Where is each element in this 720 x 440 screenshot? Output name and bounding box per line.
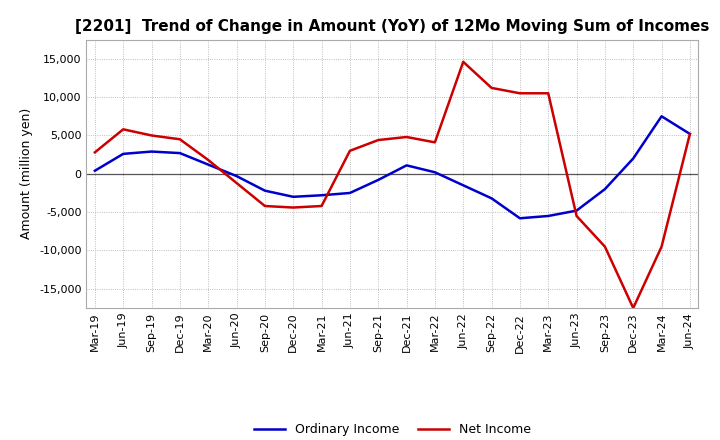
Net Income	[516, 91, 524, 96]
Net Income	[261, 203, 269, 209]
Ordinary Income	[176, 150, 184, 156]
Ordinary Income	[544, 213, 552, 219]
Ordinary Income	[685, 131, 694, 136]
Ordinary Income	[572, 208, 581, 213]
Ordinary Income	[148, 149, 156, 154]
Ordinary Income	[91, 168, 99, 173]
Net Income	[459, 59, 467, 65]
Title: [2201]  Trend of Change in Amount (YoY) of 12Mo Moving Sum of Incomes: [2201] Trend of Change in Amount (YoY) o…	[75, 19, 710, 34]
Net Income	[91, 150, 99, 155]
Ordinary Income	[657, 114, 666, 119]
Net Income	[572, 213, 581, 219]
Ordinary Income	[600, 187, 609, 192]
Ordinary Income	[346, 191, 354, 196]
Net Income	[233, 180, 241, 186]
Ordinary Income	[487, 196, 496, 201]
Net Income	[629, 305, 637, 311]
Ordinary Income	[204, 162, 212, 167]
Net Income	[487, 85, 496, 91]
Ordinary Income	[374, 177, 382, 183]
Net Income	[346, 148, 354, 154]
Ordinary Income	[289, 194, 297, 199]
Ordinary Income	[431, 170, 439, 175]
Ordinary Income	[402, 163, 411, 168]
Ordinary Income	[459, 183, 467, 188]
Line: Net Income: Net Income	[95, 62, 690, 308]
Ordinary Income	[629, 156, 637, 161]
Net Income	[374, 137, 382, 143]
Ordinary Income	[516, 216, 524, 221]
Net Income	[119, 127, 127, 132]
Line: Ordinary Income: Ordinary Income	[95, 116, 690, 218]
Net Income	[431, 140, 439, 145]
Net Income	[176, 137, 184, 142]
Legend: Ordinary Income, Net Income: Ordinary Income, Net Income	[248, 418, 536, 440]
Ordinary Income	[318, 193, 326, 198]
Ordinary Income	[119, 151, 127, 157]
Net Income	[148, 133, 156, 138]
Ordinary Income	[261, 188, 269, 193]
Ordinary Income	[233, 173, 241, 179]
Net Income	[685, 131, 694, 136]
Net Income	[289, 205, 297, 210]
Net Income	[600, 244, 609, 249]
Net Income	[544, 91, 552, 96]
Net Income	[402, 134, 411, 139]
Net Income	[204, 158, 212, 163]
Net Income	[657, 244, 666, 249]
Net Income	[318, 203, 326, 209]
Y-axis label: Amount (million yen): Amount (million yen)	[20, 108, 34, 239]
